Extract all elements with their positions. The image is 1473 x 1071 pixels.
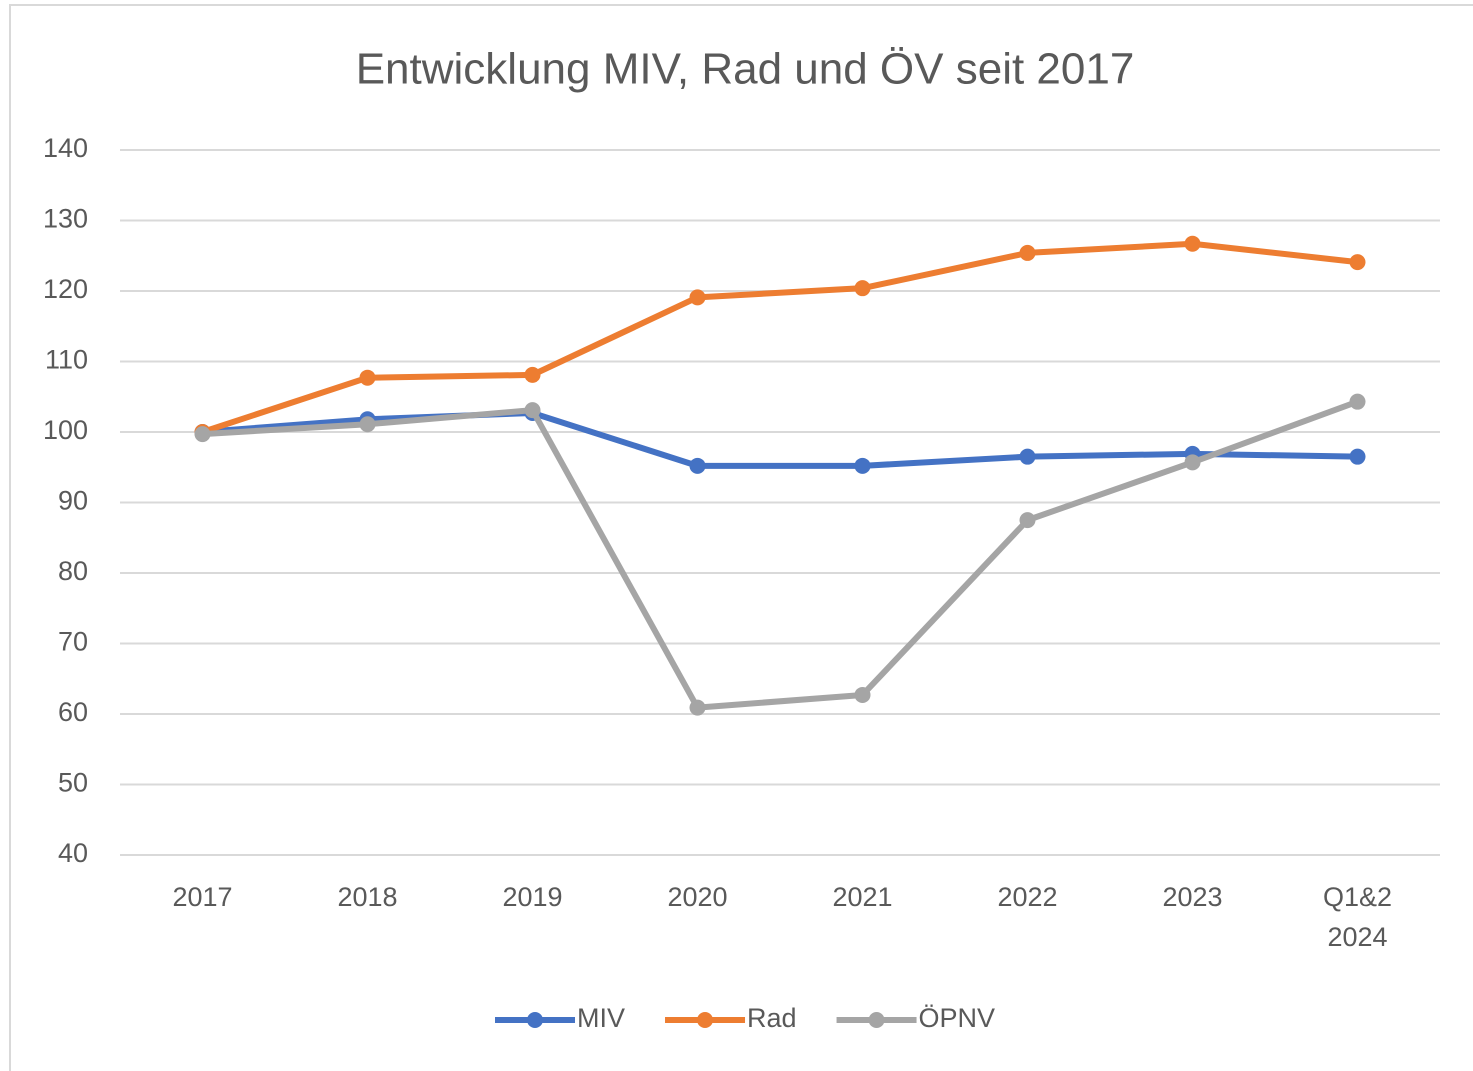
data-point [1184, 235, 1201, 252]
data-point [359, 369, 376, 386]
y-tick-label: 140 [43, 133, 88, 163]
data-point [194, 426, 211, 443]
series-line [202, 398, 1359, 711]
data-point [1019, 244, 1036, 261]
data-point [524, 402, 541, 419]
data-point [359, 416, 376, 433]
data-point [1184, 454, 1201, 471]
data-point [524, 366, 541, 383]
series-line [202, 409, 1358, 469]
y-tick-label: 130 [43, 204, 88, 234]
legend-marker [868, 1012, 885, 1028]
y-tick-label: 40 [58, 838, 88, 868]
data-point [689, 699, 706, 716]
chart-title: Entwicklung MIV, Rad und ÖV seit 2017 [356, 45, 1135, 94]
y-tick-label: 90 [58, 486, 88, 516]
data-point [1019, 512, 1036, 529]
y-tick-label: 100 [43, 415, 88, 445]
y-tick-label: 110 [45, 345, 88, 375]
data-point [1019, 448, 1036, 465]
y-tick-label: 70 [58, 627, 88, 657]
data-point [854, 457, 871, 474]
data-point [1349, 448, 1366, 465]
data-point [1349, 254, 1366, 271]
y-tick-label: 120 [43, 274, 88, 304]
chart-border [9, 4, 1473, 1071]
data-point [854, 686, 871, 703]
legend-marker [527, 1012, 543, 1028]
y-tick-label: 60 [58, 697, 88, 727]
data-point [854, 280, 871, 297]
y-tick-label: 80 [58, 556, 88, 586]
data-point [689, 457, 706, 474]
y-tick-label: 50 [58, 768, 88, 798]
x-tick-label: 2017 [172, 882, 233, 912]
x-tick-label: 2021 [832, 882, 893, 912]
x-tick-label: 2019 [502, 882, 563, 912]
x-tick-label: 2023 [1162, 882, 1223, 912]
data-point [1349, 393, 1366, 410]
data-point [689, 289, 706, 306]
x-tick-label: Q1&2 2024 [1322, 882, 1393, 952]
legend-label: Rad [747, 1003, 797, 1033]
x-tick-label: 2022 [997, 882, 1058, 912]
x-tick-label: 2018 [337, 882, 398, 912]
legend-label: ÖPNV [919, 1003, 996, 1033]
x-tick-label: 2020 [667, 882, 728, 912]
legend-label: MIV [577, 1003, 625, 1033]
series-line [201, 240, 1358, 435]
legend-marker [697, 1012, 714, 1028]
